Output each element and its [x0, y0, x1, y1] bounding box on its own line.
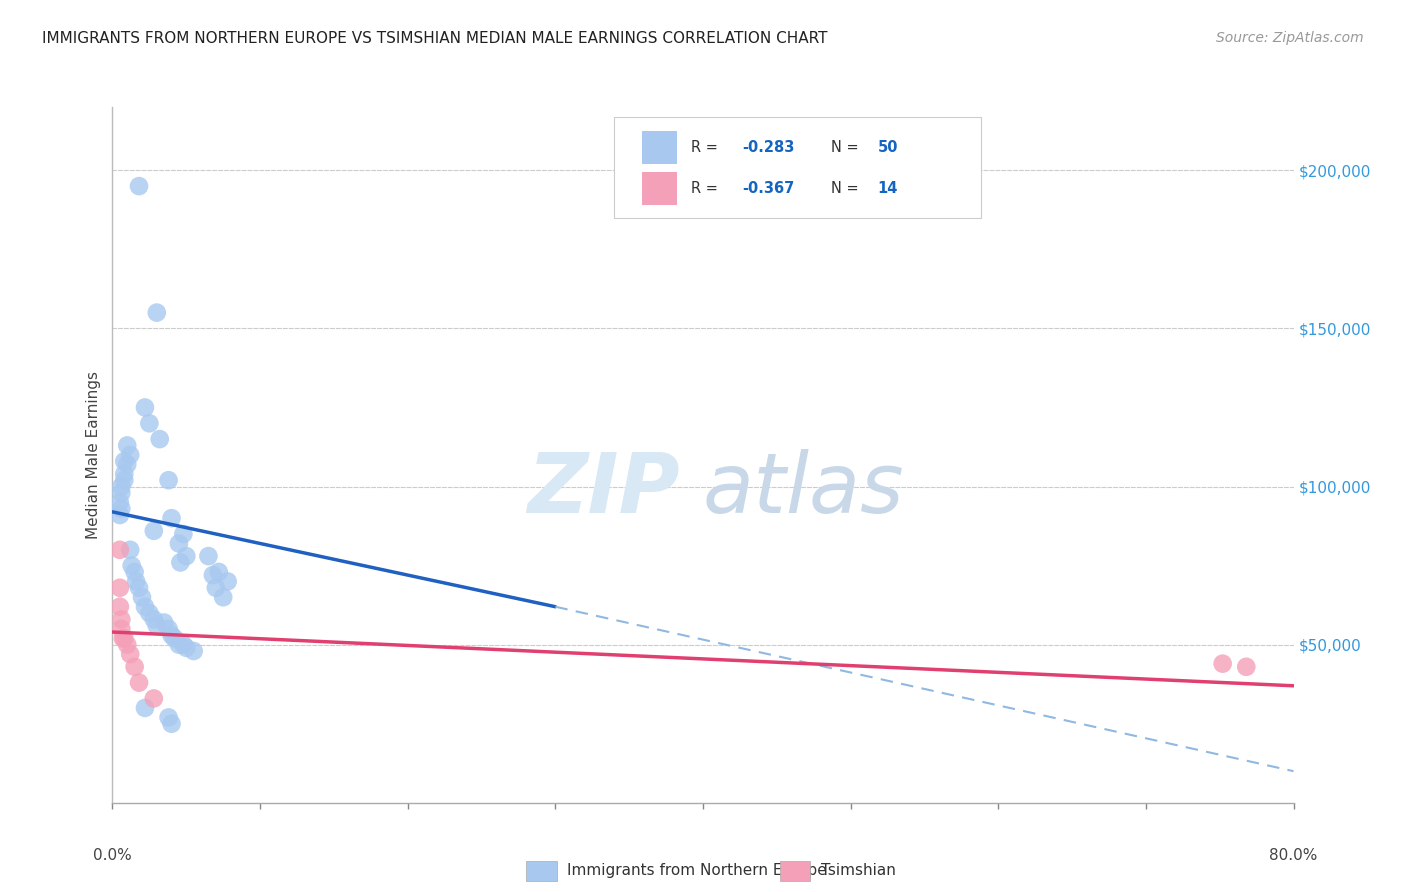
Point	[160, 511, 183, 525]
Point	[167, 536, 190, 550]
Text: R =: R =	[692, 140, 723, 154]
Text: R =: R =	[692, 181, 723, 196]
Point	[142, 691, 165, 706]
Point	[125, 574, 148, 589]
Point	[128, 179, 150, 194]
Point	[110, 479, 132, 493]
Bar	[641, 130, 678, 164]
Point	[112, 632, 135, 646]
Text: IMMIGRANTS FROM NORTHERN EUROPE VS TSIMSHIAN MEDIAN MALE EARNINGS CORRELATION CH: IMMIGRANTS FROM NORTHERN EUROPE VS TSIMS…	[42, 31, 828, 46]
Point	[138, 417, 160, 431]
Point	[142, 524, 165, 538]
Point	[110, 501, 132, 516]
Point	[217, 574, 239, 589]
Point	[174, 640, 197, 655]
Text: 80.0%: 80.0%	[1270, 848, 1317, 863]
Point	[108, 495, 131, 509]
Point	[153, 615, 176, 630]
Point	[134, 701, 156, 715]
Y-axis label: Median Male Earnings: Median Male Earnings	[86, 371, 101, 539]
Point	[169, 556, 191, 570]
Point	[146, 618, 169, 632]
Point	[157, 710, 180, 724]
Point	[121, 558, 143, 573]
Text: -0.367: -0.367	[742, 181, 794, 196]
Bar	[780, 861, 810, 881]
Point	[120, 542, 142, 557]
Text: ZIP: ZIP	[527, 450, 679, 530]
Text: 14: 14	[877, 181, 898, 196]
Text: Immigrants from Northern Europe: Immigrants from Northern Europe	[567, 863, 827, 879]
Point	[108, 542, 131, 557]
Point	[117, 638, 138, 652]
Point	[117, 458, 138, 472]
Text: atlas: atlas	[703, 450, 904, 530]
Text: N =: N =	[831, 140, 863, 154]
Point	[157, 622, 180, 636]
Point	[197, 549, 219, 563]
Point	[112, 454, 135, 468]
Point	[157, 473, 180, 487]
Text: -0.283: -0.283	[742, 140, 794, 154]
Point	[183, 644, 205, 658]
Point	[205, 581, 228, 595]
Point	[108, 581, 131, 595]
Point	[146, 305, 169, 319]
Point	[111, 632, 134, 646]
Point	[110, 486, 132, 500]
Point	[172, 527, 194, 541]
Point	[160, 628, 183, 642]
Point	[160, 716, 183, 731]
Point	[128, 581, 150, 595]
Point	[131, 591, 153, 605]
Point	[212, 591, 235, 605]
Point	[120, 448, 142, 462]
Bar	[526, 861, 557, 881]
Point	[128, 675, 150, 690]
Point	[110, 622, 132, 636]
Point	[1212, 657, 1234, 671]
Point	[124, 660, 146, 674]
Point	[108, 508, 131, 522]
Point	[163, 632, 186, 646]
Point	[172, 638, 194, 652]
Point	[208, 565, 231, 579]
Point	[110, 612, 132, 626]
Point	[112, 473, 135, 487]
Point	[108, 599, 131, 614]
Point	[167, 638, 190, 652]
Point	[1234, 660, 1257, 674]
Point	[117, 438, 138, 452]
Text: 0.0%: 0.0%	[93, 848, 132, 863]
Point	[142, 612, 165, 626]
Point	[134, 599, 156, 614]
Text: Source: ZipAtlas.com: Source: ZipAtlas.com	[1216, 31, 1364, 45]
Point	[201, 568, 224, 582]
Point	[138, 606, 160, 620]
Text: 50: 50	[877, 140, 898, 154]
Point	[149, 432, 172, 446]
Point	[120, 647, 142, 661]
Point	[124, 565, 146, 579]
Text: Tsimshian: Tsimshian	[821, 863, 896, 879]
FancyBboxPatch shape	[614, 118, 980, 219]
Point	[174, 549, 197, 563]
Point	[134, 401, 156, 415]
Point	[112, 467, 135, 481]
Text: N =: N =	[831, 181, 863, 196]
Bar	[641, 172, 678, 205]
